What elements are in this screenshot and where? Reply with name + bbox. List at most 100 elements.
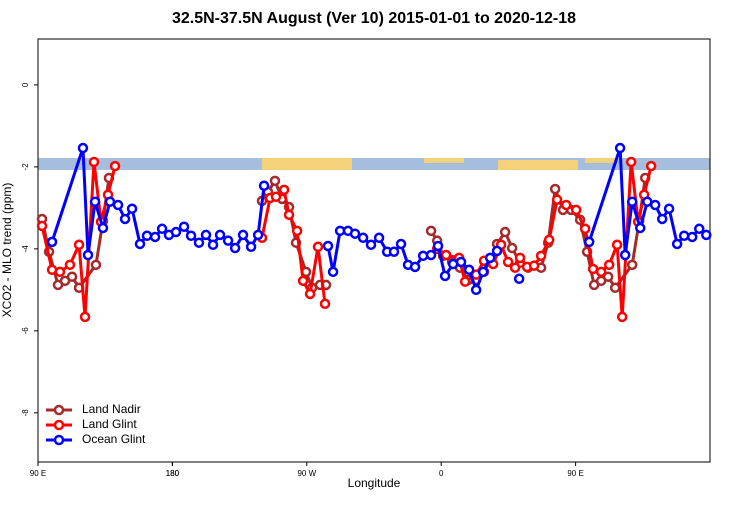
point: [587, 263, 599, 275]
point: [312, 241, 324, 253]
point: [270, 191, 282, 203]
point: [663, 203, 675, 214]
point: [119, 213, 131, 225]
point: [570, 204, 582, 216]
y-axis-label: XCO2 - MLO trend (ppm): [0, 183, 14, 318]
point: [278, 184, 290, 196]
legend-marker: [53, 434, 65, 446]
point: [625, 156, 637, 168]
point: [89, 196, 101, 207]
point: [109, 160, 121, 172]
point: [207, 239, 219, 251]
point: [304, 288, 316, 300]
x-tick-label: 0: [439, 469, 444, 478]
point: [459, 276, 471, 287]
point: [134, 238, 146, 250]
point: [611, 239, 623, 251]
point: [551, 194, 563, 205]
point: [357, 232, 369, 244]
point: [484, 252, 496, 264]
point: [491, 245, 503, 257]
point: [470, 284, 482, 296]
point: [701, 229, 712, 241]
point: [671, 238, 683, 250]
point: [46, 236, 58, 248]
point: [395, 238, 407, 250]
point: [409, 261, 421, 273]
x-tick-label: 180: [166, 469, 180, 478]
x-tick-label: 90 E: [567, 469, 583, 478]
point: [635, 222, 646, 234]
point: [502, 256, 514, 268]
point: [185, 230, 197, 241]
point: [365, 239, 377, 251]
point: [126, 203, 138, 214]
point: [425, 225, 437, 237]
point: [36, 220, 48, 232]
y-tick-label: -4: [21, 245, 30, 253]
point: [149, 231, 161, 243]
point: [614, 142, 626, 154]
point: [97, 222, 109, 234]
point: [245, 241, 257, 253]
point: [528, 260, 540, 271]
point: [509, 262, 521, 273]
point: [322, 240, 334, 252]
chart-title: 32.5N-37.5N August (Ver 10) 2015-01-01 t…: [172, 10, 576, 27]
point: [477, 266, 489, 278]
legend-marker: [53, 404, 65, 416]
point: [327, 266, 339, 278]
point: [463, 264, 475, 276]
point: [229, 242, 241, 254]
point: [319, 298, 331, 310]
point: [439, 270, 451, 282]
y-tick-label: -2: [21, 163, 30, 171]
point: [440, 249, 452, 261]
point: [82, 249, 94, 261]
point: [77, 142, 89, 154]
x-axis-label: Longitude: [348, 476, 401, 490]
point: [200, 229, 212, 241]
point: [583, 236, 595, 248]
point: [506, 242, 518, 254]
point: [616, 311, 628, 323]
point: [626, 196, 638, 207]
point: [90, 259, 102, 271]
point: [645, 160, 657, 172]
point: [178, 221, 190, 232]
point: [455, 256, 467, 268]
map-strip: [38, 158, 710, 170]
point: [535, 250, 547, 262]
point: [88, 156, 100, 168]
point: [156, 223, 168, 235]
point: [373, 232, 385, 244]
y-tick-label: -6: [21, 327, 30, 335]
point: [104, 196, 116, 207]
point: [649, 199, 661, 211]
point: [73, 239, 85, 251]
point: [283, 209, 295, 221]
point: [609, 282, 621, 294]
point: [432, 240, 444, 252]
point: [269, 175, 281, 187]
point: [499, 226, 511, 238]
point: [297, 275, 309, 287]
point: [193, 237, 205, 248]
point: [291, 225, 303, 237]
point: [64, 259, 76, 271]
point: [258, 180, 270, 191]
point: [595, 266, 607, 278]
point: [560, 199, 572, 211]
series-line: [40, 161, 653, 318]
point: [579, 223, 591, 235]
point: [54, 266, 66, 278]
point: [141, 230, 153, 241]
x-tick-label: 90 W: [297, 469, 316, 478]
legend-label: Land Nadir: [82, 402, 141, 416]
x-tick-label: 90 E: [30, 469, 46, 478]
point: [388, 246, 400, 257]
point: [349, 228, 361, 239]
point: [603, 259, 615, 271]
point: [678, 230, 690, 241]
